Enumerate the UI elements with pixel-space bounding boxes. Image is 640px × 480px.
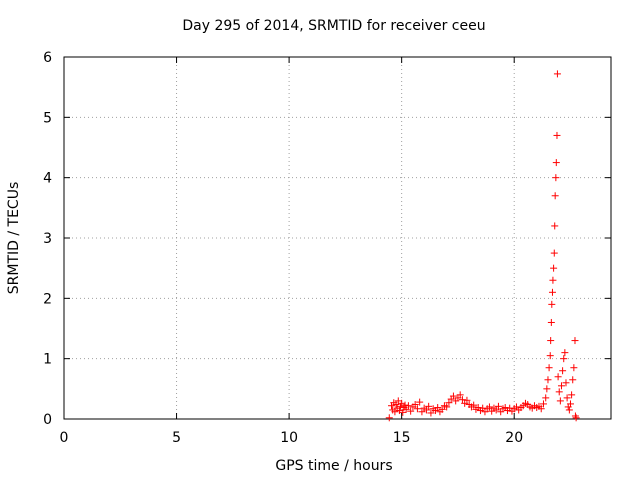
data-point (385, 414, 393, 422)
data-point (553, 131, 561, 139)
data-point (561, 349, 569, 357)
data-point (547, 318, 555, 326)
data-point (458, 396, 466, 404)
data-point (416, 398, 424, 406)
data-point (549, 276, 557, 284)
data-point (553, 70, 561, 78)
y-tick-label: 0 (43, 412, 52, 428)
data-point (568, 391, 576, 399)
data-point (407, 407, 415, 415)
y-tick-label: 1 (43, 352, 52, 368)
data-point (562, 379, 570, 387)
data-point (492, 406, 500, 414)
data-point (550, 249, 558, 257)
data-point (542, 394, 550, 402)
data-point (551, 222, 559, 230)
data-point (539, 400, 547, 408)
data-point (443, 403, 451, 411)
y-axis: 0 1 2 3 4 5 6 (43, 50, 611, 428)
x-axis: 0 5 10 15 20 (60, 57, 523, 446)
data-point (422, 406, 430, 414)
data-point (571, 412, 579, 420)
x-tick-label: 10 (280, 430, 298, 446)
data-point (572, 414, 580, 422)
grid (64, 57, 611, 419)
data-point (445, 399, 453, 407)
data-point (427, 409, 435, 417)
data-point (545, 364, 553, 372)
y-axis-label: SRMTID / TECUs (6, 182, 22, 295)
y-tick-label: 6 (43, 50, 52, 66)
data-point (555, 388, 563, 396)
data-point (470, 401, 478, 409)
x-tick-label: 5 (172, 430, 181, 446)
x-axis-label: GPS time / hours (275, 458, 392, 474)
data-point (456, 391, 464, 399)
data-point (449, 392, 457, 400)
y-tick-label: 5 (43, 110, 52, 126)
data-point (425, 402, 433, 410)
data-point (434, 404, 442, 412)
data-point (571, 337, 579, 345)
y-tick-label: 2 (43, 291, 52, 307)
data-point (404, 402, 412, 410)
chart-title: Day 295 of 2014, SRMTID for receiver cee… (182, 18, 485, 34)
x-tick-label: 20 (505, 430, 523, 446)
y-tick-label: 4 (43, 171, 52, 187)
data-points (385, 70, 580, 422)
data-point (557, 382, 565, 390)
data-point (556, 397, 564, 405)
data-point (485, 403, 493, 411)
data-point (552, 174, 560, 182)
data-point (391, 408, 399, 416)
data-point (548, 288, 556, 296)
data-point (566, 400, 574, 408)
data-point (570, 364, 578, 372)
x-tick-label: 15 (393, 430, 411, 446)
data-point (494, 402, 502, 410)
data-point (544, 376, 552, 384)
data-point (479, 404, 487, 412)
data-point (550, 264, 558, 272)
data-point (552, 159, 560, 167)
data-point (559, 367, 567, 375)
data-point (395, 407, 403, 415)
data-point (398, 399, 406, 407)
data-point (463, 396, 471, 404)
data-point (411, 401, 419, 409)
data-point (392, 401, 400, 409)
data-point (399, 408, 407, 416)
y-tick-label: 3 (43, 231, 52, 247)
data-point (438, 405, 446, 413)
data-point (397, 402, 405, 410)
data-point (560, 355, 568, 363)
data-point (565, 406, 573, 414)
data-point (546, 352, 554, 360)
data-point (548, 300, 556, 308)
data-point (413, 405, 421, 413)
data-point (563, 394, 571, 402)
data-point (554, 373, 562, 381)
data-point (547, 337, 555, 345)
data-point (543, 385, 551, 393)
data-point (551, 192, 559, 200)
data-point (418, 408, 426, 416)
x-tick-label: 0 (60, 430, 69, 446)
data-point (402, 405, 410, 413)
data-point (537, 405, 545, 413)
data-point (569, 376, 577, 384)
data-point (401, 401, 409, 409)
